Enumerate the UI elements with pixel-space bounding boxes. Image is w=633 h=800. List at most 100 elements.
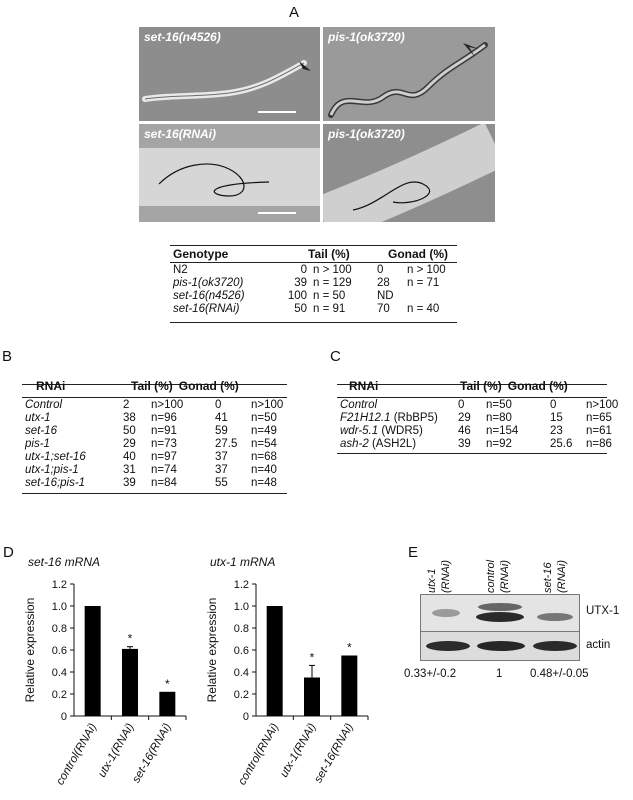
table-row: utx-1 38 n=96 41 n=50 <box>22 412 286 425</box>
gonad-pct-cell: 27.5 <box>215 438 238 450</box>
table-row: N2 0 n > 100 0 n > 100 <box>170 264 451 277</box>
rnai-cell: Control <box>337 399 455 412</box>
tail-pct-cell: 50 <box>294 303 307 315</box>
tail-pct-cell: 100 <box>287 290 307 302</box>
western-blot-actin <box>420 631 580 661</box>
gonad-n-cell: n=50 <box>251 412 277 424</box>
bar-chart-set16-mrna: set-16 mRNA Relative expression 0 0.2 0.4 0.6… <box>23 555 187 787</box>
table-row: pis-1(ok3720) 39 n = 129 28 n = 71 <box>170 277 451 290</box>
rnai-name: set-16;pis-1 <box>25 477 86 489</box>
y-tick-label: 0.4 <box>52 667 67 679</box>
table-c-header-rule <box>337 397 607 398</box>
lane-label-set16: set-16 <box>542 562 554 593</box>
header-gonad: Gonad (%) <box>178 379 239 393</box>
table-row: pis-1 29 n=73 27.5 n=54 <box>22 438 286 451</box>
rnai-name: Control <box>25 399 63 411</box>
micrograph-label: set-16(RNAi) <box>144 127 217 141</box>
bar <box>122 648 138 716</box>
tail-n-cell: n = 50 <box>313 290 346 302</box>
lane-labels: utx-1 (RNAi) control (RNAi) set-16 (RNAi… <box>426 559 568 593</box>
rnai-cell: utx-1;pis-1 <box>22 464 120 477</box>
tail-n-cell: n = 129 <box>313 277 352 289</box>
y-tick-label: 0.6 <box>52 645 67 657</box>
chart-title: utx-1 mRNA <box>210 555 275 569</box>
micrograph-label: set-16(n4526) <box>144 30 221 44</box>
bar <box>304 677 320 716</box>
genotype-cell: set-16(n4526) <box>173 290 245 302</box>
gonad-drawing <box>139 148 320 214</box>
tail-n-cell: n = 91 <box>313 303 346 315</box>
lane-label-control: control <box>485 559 497 593</box>
rnai-name: utx-1;set-16 <box>25 451 86 463</box>
lane-label-rnai: (RNAi) <box>440 560 452 593</box>
gonad-pct-cell: 37 <box>215 451 228 463</box>
micrograph-label: pis-1(ok3720) <box>328 127 405 141</box>
rnai-name: set-16 <box>25 425 57 437</box>
table-a: Genotype Tail (%) Gonad (%) N2 0 n > 100… <box>170 248 451 316</box>
bar <box>159 691 176 716</box>
header-rnai: RNAi <box>36 379 66 393</box>
chart-title: set-16 mRNA <box>28 555 100 569</box>
table-row: set-16;pis-1 39 n=84 55 n=48 <box>22 477 286 490</box>
table-row: Control 2 n>100 0 n>100 <box>22 399 286 412</box>
panel-d-letter: D <box>3 544 14 561</box>
rnai-cell: pis-1 <box>22 438 120 451</box>
table-row: Control 0 n=50 0 n>100 <box>337 399 621 412</box>
y-tick-label: 1.2 <box>52 579 67 591</box>
table-row: F21H12.1 (RbBP5) 29 n=80 15 n=65 <box>337 412 621 425</box>
gonad-drawing <box>323 124 495 222</box>
lane-label-rnai: (RNAi) <box>499 560 511 593</box>
micrograph-set16-rnai: set-16(RNAi) <box>139 124 320 222</box>
tail-pct-cell: 50 <box>123 425 136 437</box>
tail-pct-cell: 38 <box>123 412 136 424</box>
tail-pct-cell: 2 <box>123 399 130 411</box>
gonad-pct-cell: 55 <box>215 477 228 489</box>
y-tick-label: 1.0 <box>234 601 249 613</box>
x-tick-label: set-16(RNAi) <box>312 721 356 785</box>
ratio-control-rnai: 1 <box>496 668 503 680</box>
table-row: wdr-5.1 (WDR5) 46 n=154 23 n=61 <box>337 425 621 438</box>
table-c: RNAi Tail (%) Gonad (%) <box>337 380 571 396</box>
gonad-pct-cell: 59 <box>215 425 228 437</box>
bar-chart-utx1-mrna: utx-1 mRNA Relative expression 0 0.2 0.4 0.6 0… <box>205 555 369 787</box>
table-b-top-rule <box>22 384 287 385</box>
tail-n-cell: n=97 <box>151 451 177 463</box>
gonad-pct-cell: 0 <box>377 264 384 276</box>
tail-pct-cell: 29 <box>458 412 471 424</box>
gonad-pct-cell: 25.6 <box>550 438 573 450</box>
header-tail: Tail (%) <box>460 379 502 393</box>
gonad-pct-cell: ND <box>377 290 394 302</box>
x-tick-label: control(RNAi) <box>236 721 281 787</box>
rnai-name: wdr-5.1 <box>340 425 379 437</box>
gonad-pct-cell: 0 <box>215 399 222 411</box>
rnai-cell: ash-2 (ASH2L) <box>337 438 455 451</box>
ratio-utx1-rnai: 0.33+/-0.2 <box>404 668 457 680</box>
gonad-n-cell: n=48 <box>251 477 277 489</box>
rnai-ortholog: (RbBP5) <box>390 412 438 424</box>
tail-n-cell: n=84 <box>151 477 177 489</box>
tail-pct-cell: 40 <box>123 451 136 463</box>
rnai-cell: utx-1;set-16 <box>22 451 120 464</box>
tail-n-cell: n=74 <box>151 464 177 476</box>
table-row: set-16(RNAi) 50 n = 91 70 n = 40 <box>170 303 451 316</box>
gonad-n-cell: n=54 <box>251 438 277 450</box>
gonad-n-cell: n=40 <box>251 464 277 476</box>
gonad-pct-cell: 23 <box>550 425 563 437</box>
rnai-name: utx-1;pis-1 <box>25 464 79 476</box>
gonad-pct-cell: 15 <box>550 412 563 424</box>
rnai-cell: set-16;pis-1 <box>22 477 120 490</box>
table-c-bottom-rule <box>337 453 607 454</box>
panel-a-letter: A <box>289 4 300 21</box>
table-b-header-rule <box>22 397 287 398</box>
rnai-cell: wdr-5.1 (WDR5) <box>337 425 455 438</box>
table-a-bottom-rule <box>170 322 457 323</box>
gonad-pct-cell: 70 <box>377 303 390 315</box>
panel-b-letter: B <box>2 348 13 365</box>
tail-n-cell: n=73 <box>151 438 177 450</box>
tail-pct-cell: 0 <box>458 399 465 411</box>
gonad-pct-cell: 41 <box>215 412 228 424</box>
table-c-top-rule <box>337 384 607 385</box>
y-tick-label: 0.4 <box>234 667 249 679</box>
worm-drawing <box>328 42 488 118</box>
gonad-n-cell: n>100 <box>586 399 619 411</box>
